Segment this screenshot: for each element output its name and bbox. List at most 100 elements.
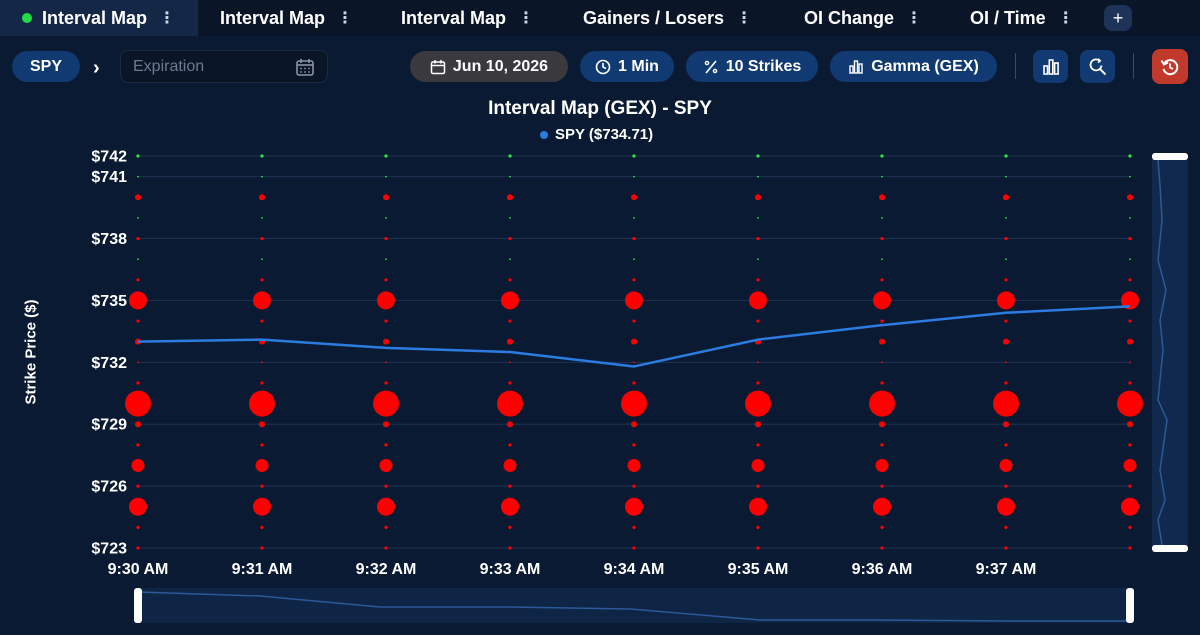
gex-bubble [384, 236, 388, 241]
gex-bubble [755, 194, 761, 201]
gex-bubble [1005, 258, 1007, 261]
gex-bubble [880, 236, 884, 241]
tab-menu-icon[interactable]: ⋮ [159, 10, 176, 27]
bar-chart-icon [849, 59, 863, 74]
tab-menu-icon[interactable]: ⋮ [906, 10, 923, 27]
gex-bubble [135, 421, 141, 428]
gex-bubble [508, 319, 512, 323]
y-tick-label: $732 [91, 355, 127, 372]
gex-bubble [879, 421, 885, 428]
gex-bubble [881, 175, 883, 178]
gex-bubble [384, 381, 388, 385]
reset-icon [1160, 58, 1179, 75]
interval-label: 1 Min [618, 57, 659, 75]
gex-bubble [632, 154, 636, 158]
gex-bubble [129, 497, 147, 516]
add-tab-button[interactable]: + [1104, 5, 1132, 31]
gex-bubble [136, 546, 140, 550]
tab-oi-time[interactable]: OI / Time ⋮ [948, 0, 1098, 36]
gex-bubble [755, 421, 761, 428]
gex-bubble [1129, 361, 1131, 364]
gex-bubble [1128, 278, 1132, 282]
tab-menu-icon[interactable]: ⋮ [518, 10, 535, 27]
gex-bubble [755, 338, 761, 345]
gex-bubble [632, 278, 636, 282]
gex-bubble [633, 361, 635, 364]
date-label: Jun 10, 2026 [452, 57, 549, 75]
gex-bubble [260, 319, 264, 323]
gex-bubble [1128, 154, 1132, 158]
tab-interval-map-3[interactable]: Interval Map ⋮ [379, 0, 561, 36]
gex-bubble [260, 381, 264, 385]
chart-type-button[interactable] [1033, 50, 1068, 83]
tab-interval-map-2[interactable]: Interval Map ⋮ [198, 0, 379, 36]
search-refresh-icon [1089, 57, 1106, 75]
gex-bubble [383, 194, 389, 201]
tab-interval-map-1[interactable]: Interval Map ⋮ [0, 0, 198, 36]
tab-menu-icon[interactable]: ⋮ [736, 10, 753, 27]
gex-bubble [384, 546, 388, 550]
gex-bubble [137, 361, 139, 364]
gex-bubble [136, 319, 140, 323]
gex-bubble [1129, 258, 1131, 261]
gex-bubble [253, 497, 271, 516]
gex-bubble [745, 390, 771, 417]
gex-bubble [136, 484, 140, 488]
gex-bubble [508, 443, 512, 447]
legend-marker [540, 130, 548, 139]
gex-bubble [756, 154, 760, 158]
gex-bubble [880, 525, 884, 529]
gex-bubble [136, 525, 140, 529]
gex-bubble [1128, 484, 1132, 488]
calendar-icon[interactable] [295, 57, 315, 77]
gex-bubble [869, 390, 895, 417]
y-tick-label: $738 [91, 231, 127, 248]
gex-bubble [497, 390, 523, 417]
gex-bubble [385, 361, 387, 364]
tab-label: Interval Map [401, 7, 507, 28]
gex-bubble [632, 546, 636, 550]
zoom-reset-button[interactable] [1080, 50, 1115, 83]
reset-button[interactable] [1152, 49, 1188, 84]
gex-bubble [757, 258, 759, 261]
tab-label: Gainers / Losers [583, 7, 725, 28]
gex-bubble [1127, 194, 1133, 201]
tab-menu-icon[interactable]: ⋮ [1057, 10, 1074, 27]
tab-oi-change[interactable]: OI Change ⋮ [782, 0, 948, 36]
gex-bubble [1128, 443, 1132, 447]
percent-icon [704, 59, 717, 74]
gex-bubble [508, 154, 512, 158]
gex-bubble [627, 458, 641, 472]
x-tick-label: 9:30 AM [108, 561, 169, 578]
gex-bubble [757, 175, 759, 178]
gex-bubble [879, 194, 885, 201]
gex-bubble [136, 381, 140, 385]
gex-bubble [384, 525, 388, 529]
gex-bubble [373, 390, 399, 417]
ticker-button[interactable]: SPY [12, 51, 80, 82]
gex-bubble [255, 458, 269, 472]
y-range-slider [1152, 158, 1188, 549]
y-slider-bottom-handle [1152, 545, 1188, 552]
gex-bubble [385, 258, 387, 261]
tab-gainers-losers[interactable]: Gainers / Losers ⋮ [561, 0, 782, 36]
gex-bubble [751, 458, 765, 472]
gex-bubble [1127, 338, 1133, 345]
gex-bubble [880, 546, 884, 550]
chart-legend[interactable]: SPY ($734.71) [540, 126, 653, 143]
metric-button[interactable]: Gamma (GEX) [830, 51, 997, 82]
y-slider-top-handle [1152, 153, 1188, 160]
strikes-button[interactable]: 10 Strikes [686, 51, 818, 82]
gex-bubble [261, 216, 263, 219]
interval-button[interactable]: 1 Min [580, 51, 674, 82]
tab-menu-icon[interactable]: ⋮ [337, 10, 354, 27]
gex-bubble [508, 236, 512, 241]
x-tick-label: 9:31 AM [232, 561, 293, 578]
gex-bubble [993, 390, 1019, 417]
expiration-field[interactable]: Expiration [120, 50, 328, 83]
gex-bubble [384, 278, 388, 282]
date-selector-button[interactable]: Jun 10, 2026 [410, 51, 568, 82]
gex-bubble [509, 258, 511, 261]
gex-bubble [749, 497, 767, 516]
live-status-dot [22, 13, 32, 23]
